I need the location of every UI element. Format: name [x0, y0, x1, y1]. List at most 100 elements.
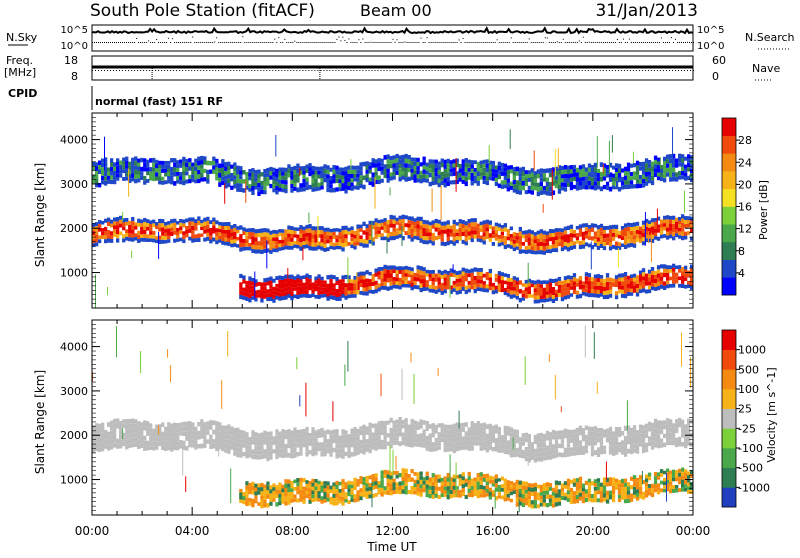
nsearch-point: [473, 42, 474, 43]
range-cell: [197, 179, 200, 183]
range-cell: [513, 291, 516, 295]
range-cell: [137, 444, 140, 449]
range-cell: [299, 490, 302, 494]
range-cell: [405, 168, 408, 173]
range-cell: [567, 283, 570, 287]
range-cell: [372, 158, 375, 163]
range-cell: [116, 221, 119, 225]
range-cell: [567, 243, 570, 247]
range-cell: [233, 184, 236, 188]
range-cell: [435, 290, 438, 294]
range-cell: [414, 218, 417, 222]
range-cell: [525, 447, 528, 452]
range-cell: [435, 447, 438, 451]
range-cell: [332, 490, 335, 494]
range-cell: [378, 275, 381, 279]
range-cell: [113, 167, 116, 171]
range-cell: [188, 229, 191, 233]
range-cell: [462, 275, 465, 279]
range-cell: [254, 178, 257, 182]
range-cell: [257, 229, 260, 233]
range-cell: [95, 162, 98, 166]
nsearch-point: [266, 42, 267, 43]
range-cell: [173, 436, 176, 441]
range-cell: [465, 237, 468, 241]
range-cell: [624, 185, 627, 190]
range-cell: [260, 500, 263, 504]
range-cell: [293, 453, 296, 458]
range-cell: [537, 183, 540, 188]
range-cell: [588, 273, 591, 277]
range-cell: [627, 176, 630, 180]
range-cell: [384, 225, 387, 229]
range-cell: [372, 282, 375, 286]
range-cell: [338, 440, 341, 444]
range-cell: [299, 238, 302, 242]
range-cell: [182, 224, 185, 228]
nave-point: [678, 70, 679, 71]
range-cell: [438, 162, 441, 166]
range-cell: [224, 430, 227, 435]
range-cell: [233, 180, 236, 184]
range-cell: [341, 444, 344, 449]
range-cell: [266, 297, 269, 301]
range-cell: [546, 284, 549, 288]
nsearch-point: [689, 42, 690, 43]
range-cell: [362, 185, 365, 190]
range-cell: [570, 279, 573, 283]
range-cell: [335, 429, 338, 434]
range-cell: [477, 171, 480, 176]
range-cell: [209, 236, 212, 240]
range-cell: [326, 449, 329, 454]
nsearch-point: [290, 42, 291, 43]
range-cell: [660, 231, 663, 235]
range-cell: [627, 227, 630, 231]
nsearch-point: [362, 39, 363, 40]
range-cell: [110, 435, 113, 440]
range-cell: [381, 233, 384, 237]
range-cell: [441, 271, 444, 275]
range-cell: [594, 290, 597, 294]
range-cell: [582, 223, 585, 227]
range-cell: [594, 167, 597, 172]
range-cell: [489, 437, 492, 441]
range-cell: [423, 275, 426, 279]
range-cell: [272, 245, 275, 249]
range-cell: [353, 231, 356, 235]
range-cell: [603, 283, 606, 287]
range-cell: [344, 496, 347, 499]
nave-point: [375, 70, 376, 71]
range-cell: [507, 166, 510, 170]
range-cell: [540, 292, 543, 296]
range-cell: [326, 188, 329, 193]
range-cell: [341, 479, 344, 483]
range-cell: [666, 155, 669, 159]
nave-point: [143, 70, 144, 71]
range-cell: [477, 287, 480, 291]
range-cell: [146, 441, 149, 446]
nsearch-point: [499, 42, 500, 43]
range-cell: [663, 174, 666, 178]
range-cell: [344, 226, 347, 230]
range-cell: [396, 436, 399, 440]
range-cell: [378, 227, 381, 231]
nsearch-point: [629, 39, 630, 40]
range-cell: [242, 188, 245, 193]
range-cell: [188, 162, 191, 166]
nsearch-point: [601, 42, 602, 43]
range-cell: [221, 172, 224, 176]
range-cell: [648, 176, 651, 180]
range-cell: [305, 294, 308, 298]
range-cell: [332, 236, 335, 240]
range-cell: [432, 270, 435, 274]
range-cell: [326, 292, 329, 296]
range-cell: [278, 184, 281, 188]
range-cell: [375, 269, 378, 273]
range-cell: [254, 499, 257, 503]
range-cell: [483, 236, 486, 240]
range-cell: [369, 448, 372, 453]
range-cell: [182, 239, 185, 243]
range-cell: [387, 487, 390, 491]
range-cell: [462, 232, 465, 236]
nsearch-point: [395, 42, 396, 43]
